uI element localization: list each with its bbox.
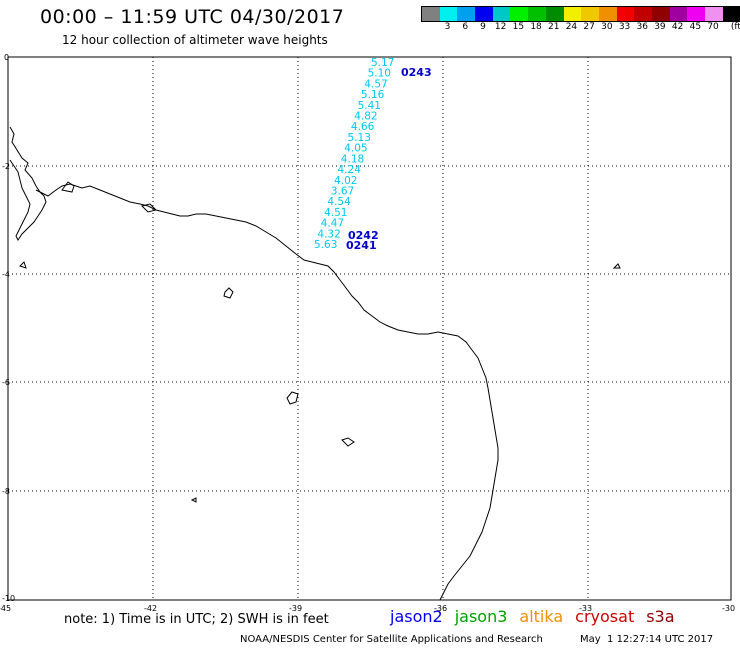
swh-value: 4.54 xyxy=(327,196,351,208)
legend-label: 12 xyxy=(494,22,507,32)
swh-value: 4.24 xyxy=(338,164,362,176)
swh-value: 4.32 xyxy=(317,228,340,240)
swh-value: 4.18 xyxy=(341,153,364,165)
swh-value: 5.63 xyxy=(314,239,337,251)
legend-unit: (ft) xyxy=(730,22,740,32)
legend-label: 36 xyxy=(636,22,648,32)
lon-tick-label: -39 xyxy=(289,604,302,613)
satellite-name: s3a xyxy=(646,607,675,626)
swh-value: 5.41 xyxy=(358,100,381,112)
satellite-name: jason3 xyxy=(454,607,508,626)
legend-swatch xyxy=(581,7,599,21)
lat-tick-label: -4 xyxy=(2,270,10,279)
satellite-name: altika xyxy=(519,607,564,626)
page-title: 00:00 – 11:59 UTC 04/30/2017 xyxy=(40,6,345,28)
swh-value: 5.10 xyxy=(368,68,391,80)
lon-tick-label: -33 xyxy=(579,604,592,613)
graticule xyxy=(8,57,731,600)
swh-value: 5.13 xyxy=(348,132,371,144)
legend-label: 21 xyxy=(548,22,560,32)
legend-swatch xyxy=(545,7,564,21)
swh-value: 4.82 xyxy=(354,111,377,123)
altimeter-track: 5.175.104.575.165.414.824.665.134.054.18… xyxy=(314,57,394,251)
generated-timestamp: May 1 12:27:14 UTC 2017 xyxy=(580,634,714,645)
legend-label: 18 xyxy=(530,22,542,32)
legend-label: 3 xyxy=(444,22,451,32)
pass-label-middle: 0242 xyxy=(348,229,379,242)
credit-line: NOAA/NESDIS Center for Satellite Applica… xyxy=(240,634,543,645)
legend-label: 24 xyxy=(565,22,578,32)
legend-swatch xyxy=(634,7,652,21)
legend-label: 30 xyxy=(601,22,613,32)
swh-value: 4.47 xyxy=(321,218,344,230)
swh-value: 5.17 xyxy=(371,57,394,69)
lat-tick-label: -8 xyxy=(2,487,10,496)
swh-value: 4.51 xyxy=(324,207,347,219)
legend-swatch xyxy=(669,7,688,21)
coastline xyxy=(9,126,621,601)
lat-tick-label: -2 xyxy=(2,162,10,171)
map-frame xyxy=(7,56,732,601)
swh-value: 5.16 xyxy=(361,89,385,101)
lat-tick-label: -6 xyxy=(2,378,10,387)
longitude-tick-labels: -45 -42 -39 -36 -33 -30 xyxy=(0,604,735,613)
legend-label: 33 xyxy=(618,22,631,32)
legend-swatch xyxy=(722,7,740,21)
wave-height-color-legend xyxy=(421,6,740,22)
swh-value: 4.02 xyxy=(334,175,357,187)
satellite-legend: jason2 jason3 altika cryosat s3a xyxy=(390,607,675,626)
legend-label: 6 xyxy=(462,22,469,32)
latitude-tick-labels: 0 -2 -4 -6 -8 -10 xyxy=(2,53,15,603)
pass-label-top: 0243 xyxy=(401,66,432,79)
legend-label: 70 xyxy=(707,22,719,32)
lon-tick-label: -42 xyxy=(144,604,157,613)
legend-swatch xyxy=(616,7,635,21)
legend-swatch xyxy=(439,7,458,21)
swh-value: 3.67 xyxy=(331,186,354,198)
legend-swatch xyxy=(598,7,617,21)
lat-tick-label: 0 xyxy=(4,53,9,62)
satellite-name: jason2 xyxy=(390,607,443,626)
legend-label: 42 xyxy=(671,22,684,32)
legend-label: 9 xyxy=(480,22,486,32)
legend-swatch xyxy=(510,7,529,21)
lon-tick-label: -30 xyxy=(722,604,735,613)
legend-label: 15 xyxy=(512,22,525,32)
legend-swatch xyxy=(492,7,511,21)
page-subtitle: 12 hour collection of altimeter wave hei… xyxy=(62,33,328,47)
swh-value: 4.66 xyxy=(351,121,375,133)
legend-label: 27 xyxy=(583,22,595,32)
legend-swatch xyxy=(687,7,705,21)
legend-swatch xyxy=(651,7,670,21)
footer-note: note: 1) Time is in UTC; 2) SWH is in fe… xyxy=(64,612,329,627)
swh-value: 4.05 xyxy=(344,143,367,155)
legend-label: 45 xyxy=(689,22,702,32)
legend-label: 39 xyxy=(654,22,666,32)
pass-label-bottom: 0241 xyxy=(346,239,377,252)
lat-tick-label: -10 xyxy=(2,594,15,603)
lon-tick-label: -36 xyxy=(434,604,447,613)
legend-swatch xyxy=(563,7,582,21)
legend-swatch xyxy=(705,7,723,21)
lon-tick-label: -45 xyxy=(0,604,11,613)
legend-swatch xyxy=(422,7,440,21)
satellite-name: cryosat xyxy=(575,607,635,626)
swh-value: 4.57 xyxy=(364,78,387,90)
legend-swatch xyxy=(475,7,493,21)
legend-swatch xyxy=(457,7,476,21)
legend-swatch xyxy=(528,7,546,21)
